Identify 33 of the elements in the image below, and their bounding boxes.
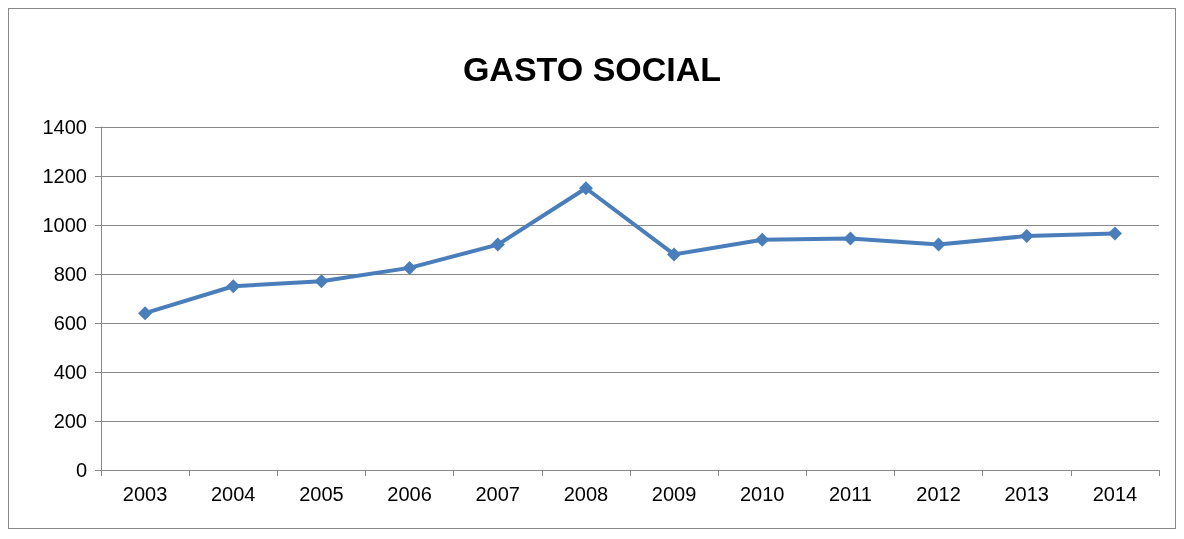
point <box>578 181 593 196</box>
y-tick-label: 1000 <box>42 214 87 236</box>
point <box>138 306 153 321</box>
x-tick-label: 2006 <box>387 483 432 505</box>
point <box>490 237 505 252</box>
y-tick-label: 0 <box>75 459 87 481</box>
y-tick-label: 200 <box>53 410 87 432</box>
point <box>843 231 858 246</box>
x-tick-label: 2007 <box>475 483 520 505</box>
chart-title: GASTO SOCIAL <box>462 50 722 88</box>
point <box>1107 226 1122 241</box>
y-tick-label: 1400 <box>42 116 87 138</box>
x-tick-label: 2013 <box>1004 483 1049 505</box>
point <box>755 232 770 247</box>
point <box>931 237 946 252</box>
point <box>314 274 329 289</box>
x-tick-label: 2014 <box>1092 483 1138 505</box>
y-tick-label: 800 <box>53 263 87 285</box>
point <box>226 279 241 294</box>
y-tick-label: 400 <box>53 361 87 383</box>
x-tick-label: 2010 <box>740 483 785 505</box>
x-tick-label: 2008 <box>563 483 609 505</box>
point <box>1019 229 1034 244</box>
x-tick-label: 2009 <box>651 483 697 505</box>
y-tick-label: 1200 <box>42 165 87 187</box>
point <box>402 260 417 275</box>
x-tick-label: 2011 <box>828 483 872 505</box>
x-tick-label: 2005 <box>299 483 344 505</box>
x-tick-label: 2003 <box>122 483 168 505</box>
x-tick-label: 2012 <box>916 483 961 505</box>
y-tick-label: 600 <box>53 312 87 334</box>
point <box>667 247 682 262</box>
x-tick-label: 2004 <box>211 483 256 505</box>
